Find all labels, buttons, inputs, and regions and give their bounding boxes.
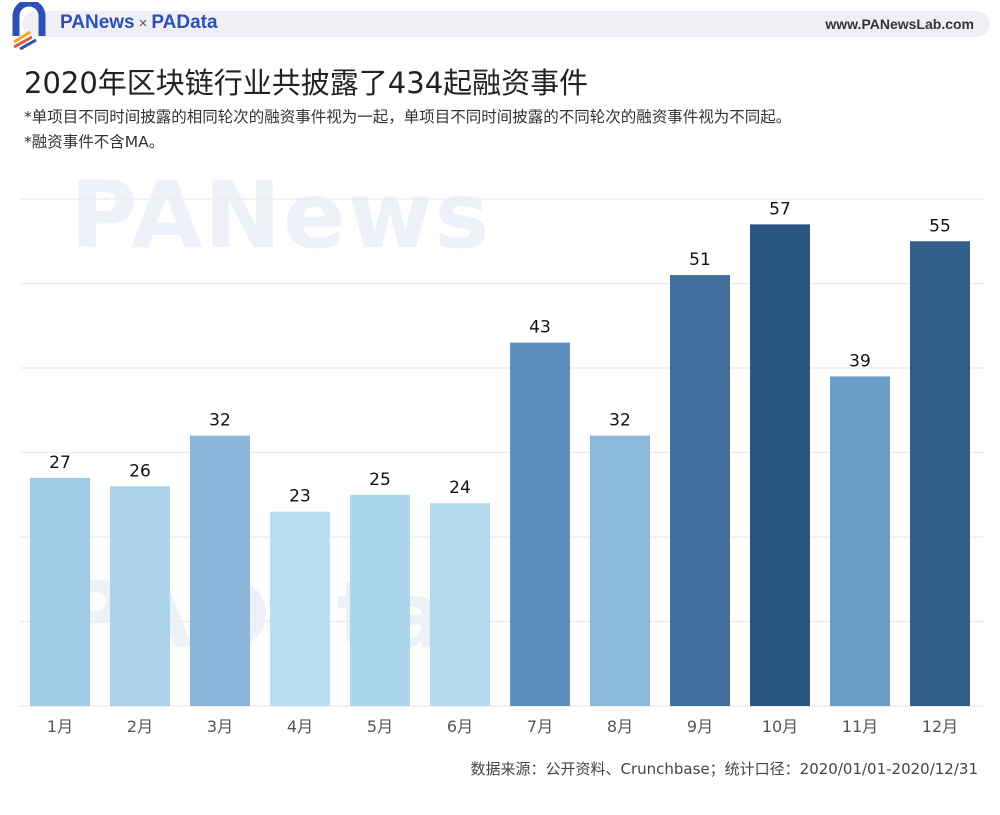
data-label: 57: [769, 199, 791, 219]
bar-11: [830, 376, 890, 706]
data-label: 39: [849, 351, 871, 371]
data-label: 43: [529, 318, 551, 338]
bar-4: [270, 511, 330, 706]
bar-8: [590, 435, 650, 706]
brand-padata: PAData: [151, 12, 218, 33]
x-tick-label: 2月: [127, 717, 153, 736]
bar-2: [110, 486, 170, 706]
x-tick-label: 1月: [47, 717, 73, 736]
bar-12: [910, 241, 970, 706]
bar-6: [430, 503, 490, 706]
brand-title: PANews × PAData: [60, 12, 218, 34]
x-tick-label: 10月: [762, 717, 798, 736]
x-tick-label: 3月: [207, 717, 233, 736]
data-label: 55: [929, 216, 951, 236]
footnote-1: *单项目不同时间披露的相同轮次的融资事件视为一起，单项目不同时间披露的不同轮次的…: [24, 108, 792, 126]
x-tick-label: 6月: [447, 717, 473, 736]
bar-9: [670, 275, 730, 706]
x-tick-label: 5月: [367, 717, 393, 736]
bar-3: [190, 435, 250, 706]
x-tick-label: 9月: [687, 717, 713, 736]
data-source: 数据来源：公开资料、Crunchbase；统计口径：2020/01/01-202…: [470, 760, 979, 778]
x-tick-label: 11月: [842, 717, 878, 736]
header-bar: [22, 11, 990, 37]
watermark-panews: PANews: [70, 162, 492, 269]
panews-logo-icon: [12, 2, 46, 50]
bar-7: [510, 342, 570, 706]
footnote-2: *融资事件不含MA。: [24, 133, 165, 151]
x-tick-label: 12月: [922, 717, 958, 736]
data-label: 25: [369, 470, 391, 490]
data-label: 51: [689, 250, 711, 270]
bar-10: [750, 224, 810, 706]
brand-panews: PANews: [60, 12, 135, 33]
data-label: 27: [49, 453, 71, 473]
data-label: 24: [449, 478, 471, 498]
site-url[interactable]: www.PANewsLab.com: [825, 16, 974, 32]
bar-1: [30, 477, 90, 706]
data-label: 32: [209, 411, 231, 431]
x-tick-label: 8月: [607, 717, 633, 736]
x-tick-label: 4月: [287, 717, 313, 736]
chart-title: 2020年区块链行业共披露了434起融资事件: [24, 66, 589, 100]
data-label: 23: [289, 487, 311, 507]
x-tick-label: 7月: [527, 717, 553, 736]
data-label: 32: [609, 411, 631, 431]
brand-separator: ×: [138, 15, 148, 32]
data-label: 26: [129, 461, 151, 481]
bar-5: [350, 494, 410, 706]
